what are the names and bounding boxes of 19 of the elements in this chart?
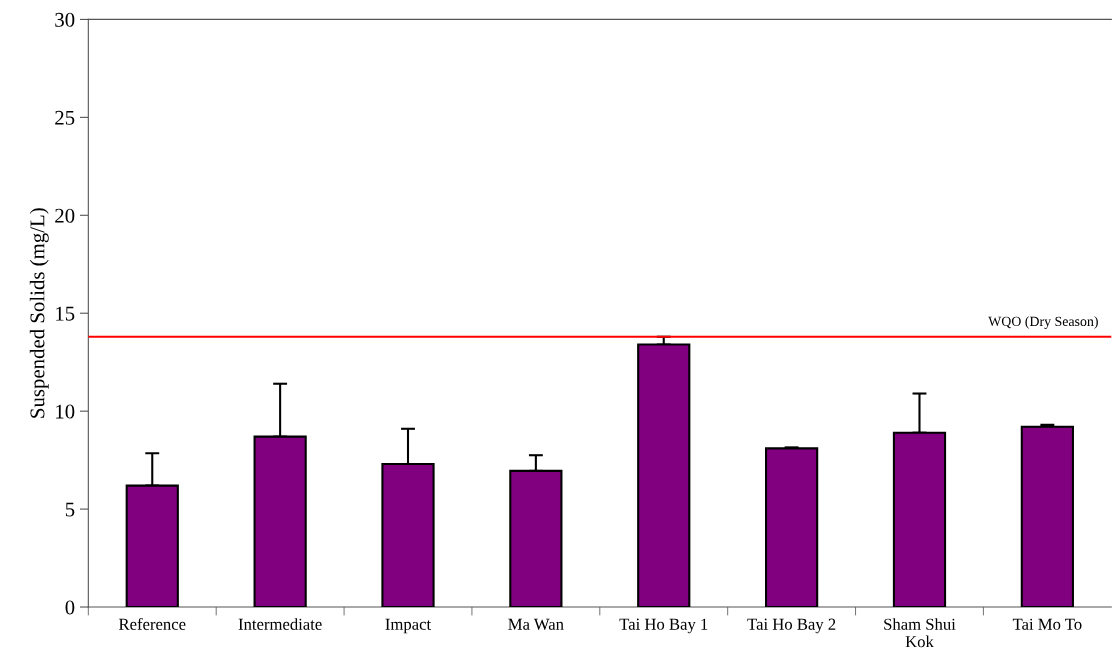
- ref-line-label: WQO (Dry Season): [988, 316, 1098, 329]
- x-tick-label: Tai Ho Bay 1: [619, 618, 708, 634]
- x-tick-label: Intermediate: [238, 618, 322, 630]
- x-tick-label: Ma Wan: [508, 618, 564, 630]
- bar: [1020, 425, 1074, 608]
- x-tick-label: Tai Ho Bay 2: [747, 618, 836, 634]
- y-tick-label: 15: [56, 306, 75, 321]
- bar: [765, 447, 819, 608]
- x-tick-label: Reference: [118, 617, 186, 630]
- y-axis-title: Suspended Solids (mg/L): [29, 208, 49, 418]
- x-tick-label: Impact: [385, 618, 432, 634]
- x-tick-label: Tai Mo To: [1012, 618, 1082, 630]
- y-tick-label: 0: [65, 600, 75, 615]
- x-tick-label: Sham Shui Kok: [884, 618, 956, 648]
- y-tick-label: 25: [55, 110, 75, 125]
- y-tick-label: 10: [56, 404, 75, 419]
- y-tick-label: 20: [55, 208, 75, 223]
- y-tick-label: 30: [55, 12, 75, 27]
- y-tick-label: 5: [65, 502, 75, 517]
